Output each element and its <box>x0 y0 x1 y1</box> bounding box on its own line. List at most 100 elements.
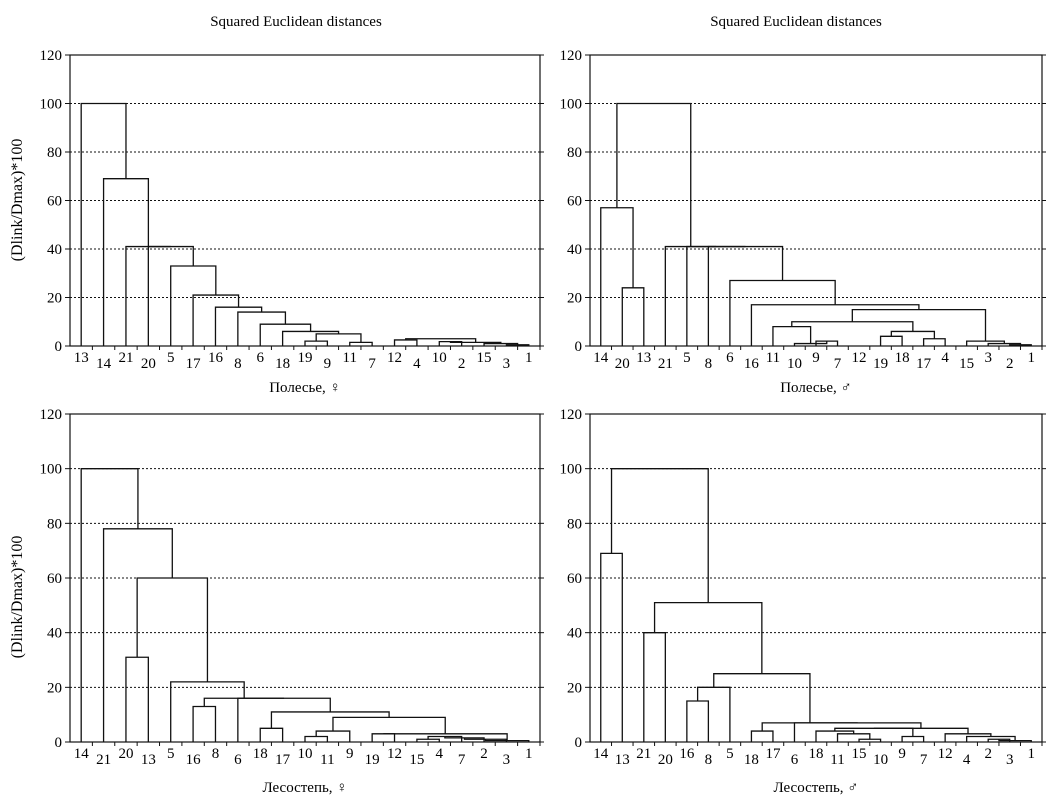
dendrogram-link <box>858 738 882 742</box>
dendrogram-link <box>315 730 351 742</box>
x-axis-label: Полесье, ♀ <box>269 380 341 396</box>
leaf-label: 18 <box>895 350 910 366</box>
leaf-label: 20 <box>615 356 630 372</box>
leaf-label: 6 <box>256 350 264 366</box>
panel-title-right: Squared Euclidean distances <box>710 14 882 30</box>
dendrogram-link <box>621 287 645 346</box>
y-tick-label: 120 <box>560 407 583 423</box>
leaf-label: 8 <box>234 356 242 372</box>
dendrogram-link <box>427 735 463 742</box>
dendrogram-link <box>750 730 774 742</box>
leaf-label: 14 <box>74 746 90 762</box>
dendrogram-link <box>836 733 871 742</box>
y-tick-label: 60 <box>47 194 62 210</box>
leaf-label: 3 <box>984 350 992 366</box>
leaf-label: 15 <box>852 746 867 762</box>
dendrogram-link <box>1009 344 1032 346</box>
leaf-label: 10 <box>298 746 313 762</box>
leaf-label: 17 <box>275 752 291 768</box>
leaf-label: 9 <box>324 356 332 372</box>
y-tick-label: 120 <box>40 48 63 64</box>
y-tick-label: 80 <box>47 145 62 161</box>
y-tick-label: 40 <box>47 242 62 258</box>
leaf-label: 12 <box>852 350 867 366</box>
leaf-label: 3 <box>503 752 511 768</box>
leaf-label: 12 <box>387 746 402 762</box>
leaf-label: 8 <box>705 752 713 768</box>
dendrogram-link <box>707 245 784 346</box>
y-tick-label: 20 <box>47 680 62 696</box>
dendrogram-link <box>616 102 692 247</box>
leaf-label: 15 <box>477 350 492 366</box>
dendrogram-link <box>793 722 922 742</box>
dendrogram-link <box>371 733 396 742</box>
leaf-label: 5 <box>683 350 691 366</box>
plot-frame <box>69 54 541 347</box>
leaf-label: 7 <box>368 356 376 372</box>
dendrogram-link <box>505 344 530 346</box>
y-tick-label: 20 <box>567 291 582 307</box>
leaf-label: 8 <box>705 356 713 372</box>
leaf-label: 1 <box>1027 746 1035 762</box>
y-axis-label-bottom: (Dlink/Dmax)*100 <box>9 536 26 659</box>
leaf-label: 9 <box>346 746 354 762</box>
x-axis-label: Полесье, ♂ <box>780 380 852 396</box>
leaf-label: 1 <box>525 350 533 366</box>
dendrogram-link <box>192 705 217 742</box>
leaf-label: 11 <box>343 350 357 366</box>
y-tick-label: 80 <box>47 516 62 532</box>
dendrogram-link <box>729 279 836 346</box>
leaf-label: 11 <box>320 752 334 768</box>
leaf-label: 2 <box>1006 356 1014 372</box>
dendrogram-link <box>815 730 855 742</box>
leaf-label: 14 <box>96 356 112 372</box>
dendrogram-link <box>761 722 858 732</box>
dendrogram-link <box>304 735 329 742</box>
dendrogram-link <box>125 245 171 346</box>
leaf-label: 21 <box>658 356 673 372</box>
dendrogram-link <box>873 727 969 734</box>
dendrogram-link <box>237 311 287 346</box>
leaf-label: 5 <box>167 746 175 762</box>
leaf-label: 20 <box>118 746 133 762</box>
y-tick-label: 40 <box>567 242 582 258</box>
leaf-label: 19 <box>365 752 380 768</box>
y-tick-label: 100 <box>560 97 583 113</box>
leaf-label: 2 <box>984 746 992 762</box>
dendrogram-link <box>170 681 245 742</box>
y-tick-label: 120 <box>560 48 583 64</box>
dendrogram-link <box>834 727 914 737</box>
leaf-label: 19 <box>873 356 888 372</box>
leaf-label: 16 <box>744 356 760 372</box>
dendrogram-link <box>879 335 903 346</box>
leaf-label: 16 <box>186 752 202 768</box>
leaf-label: 15 <box>409 752 424 768</box>
y-tick-label: 100 <box>560 462 583 478</box>
leaf-label: 16 <box>208 350 224 366</box>
leaf-label: 10 <box>787 356 802 372</box>
leaf-label: 9 <box>812 350 820 366</box>
leaf-label: 6 <box>726 350 734 366</box>
leaf-label: 7 <box>458 752 466 768</box>
leaf-label: 3 <box>503 356 511 372</box>
leaf-label: 8 <box>212 746 220 762</box>
y-tick-label: 0 <box>55 339 63 355</box>
y-tick-label: 100 <box>40 462 63 478</box>
leaf-label: 4 <box>436 746 444 762</box>
leaf-label: 21 <box>96 752 111 768</box>
leaf-label: 18 <box>253 746 268 762</box>
leaf-label: 18 <box>809 746 824 762</box>
panel-title-left: Squared Euclidean distances <box>210 14 382 30</box>
y-tick-label: 40 <box>567 626 582 642</box>
leaf-label: 18 <box>744 752 759 768</box>
dendrogram-link <box>203 697 285 707</box>
leaf-label: 17 <box>765 746 781 762</box>
y-axis-label-top: (Dlink/Dmax)*100 <box>9 139 26 262</box>
dendrogram-link <box>259 727 284 742</box>
dendrogram-link <box>890 330 936 339</box>
leaf-label: 17 <box>186 356 202 372</box>
dendrogram-link <box>600 552 623 742</box>
